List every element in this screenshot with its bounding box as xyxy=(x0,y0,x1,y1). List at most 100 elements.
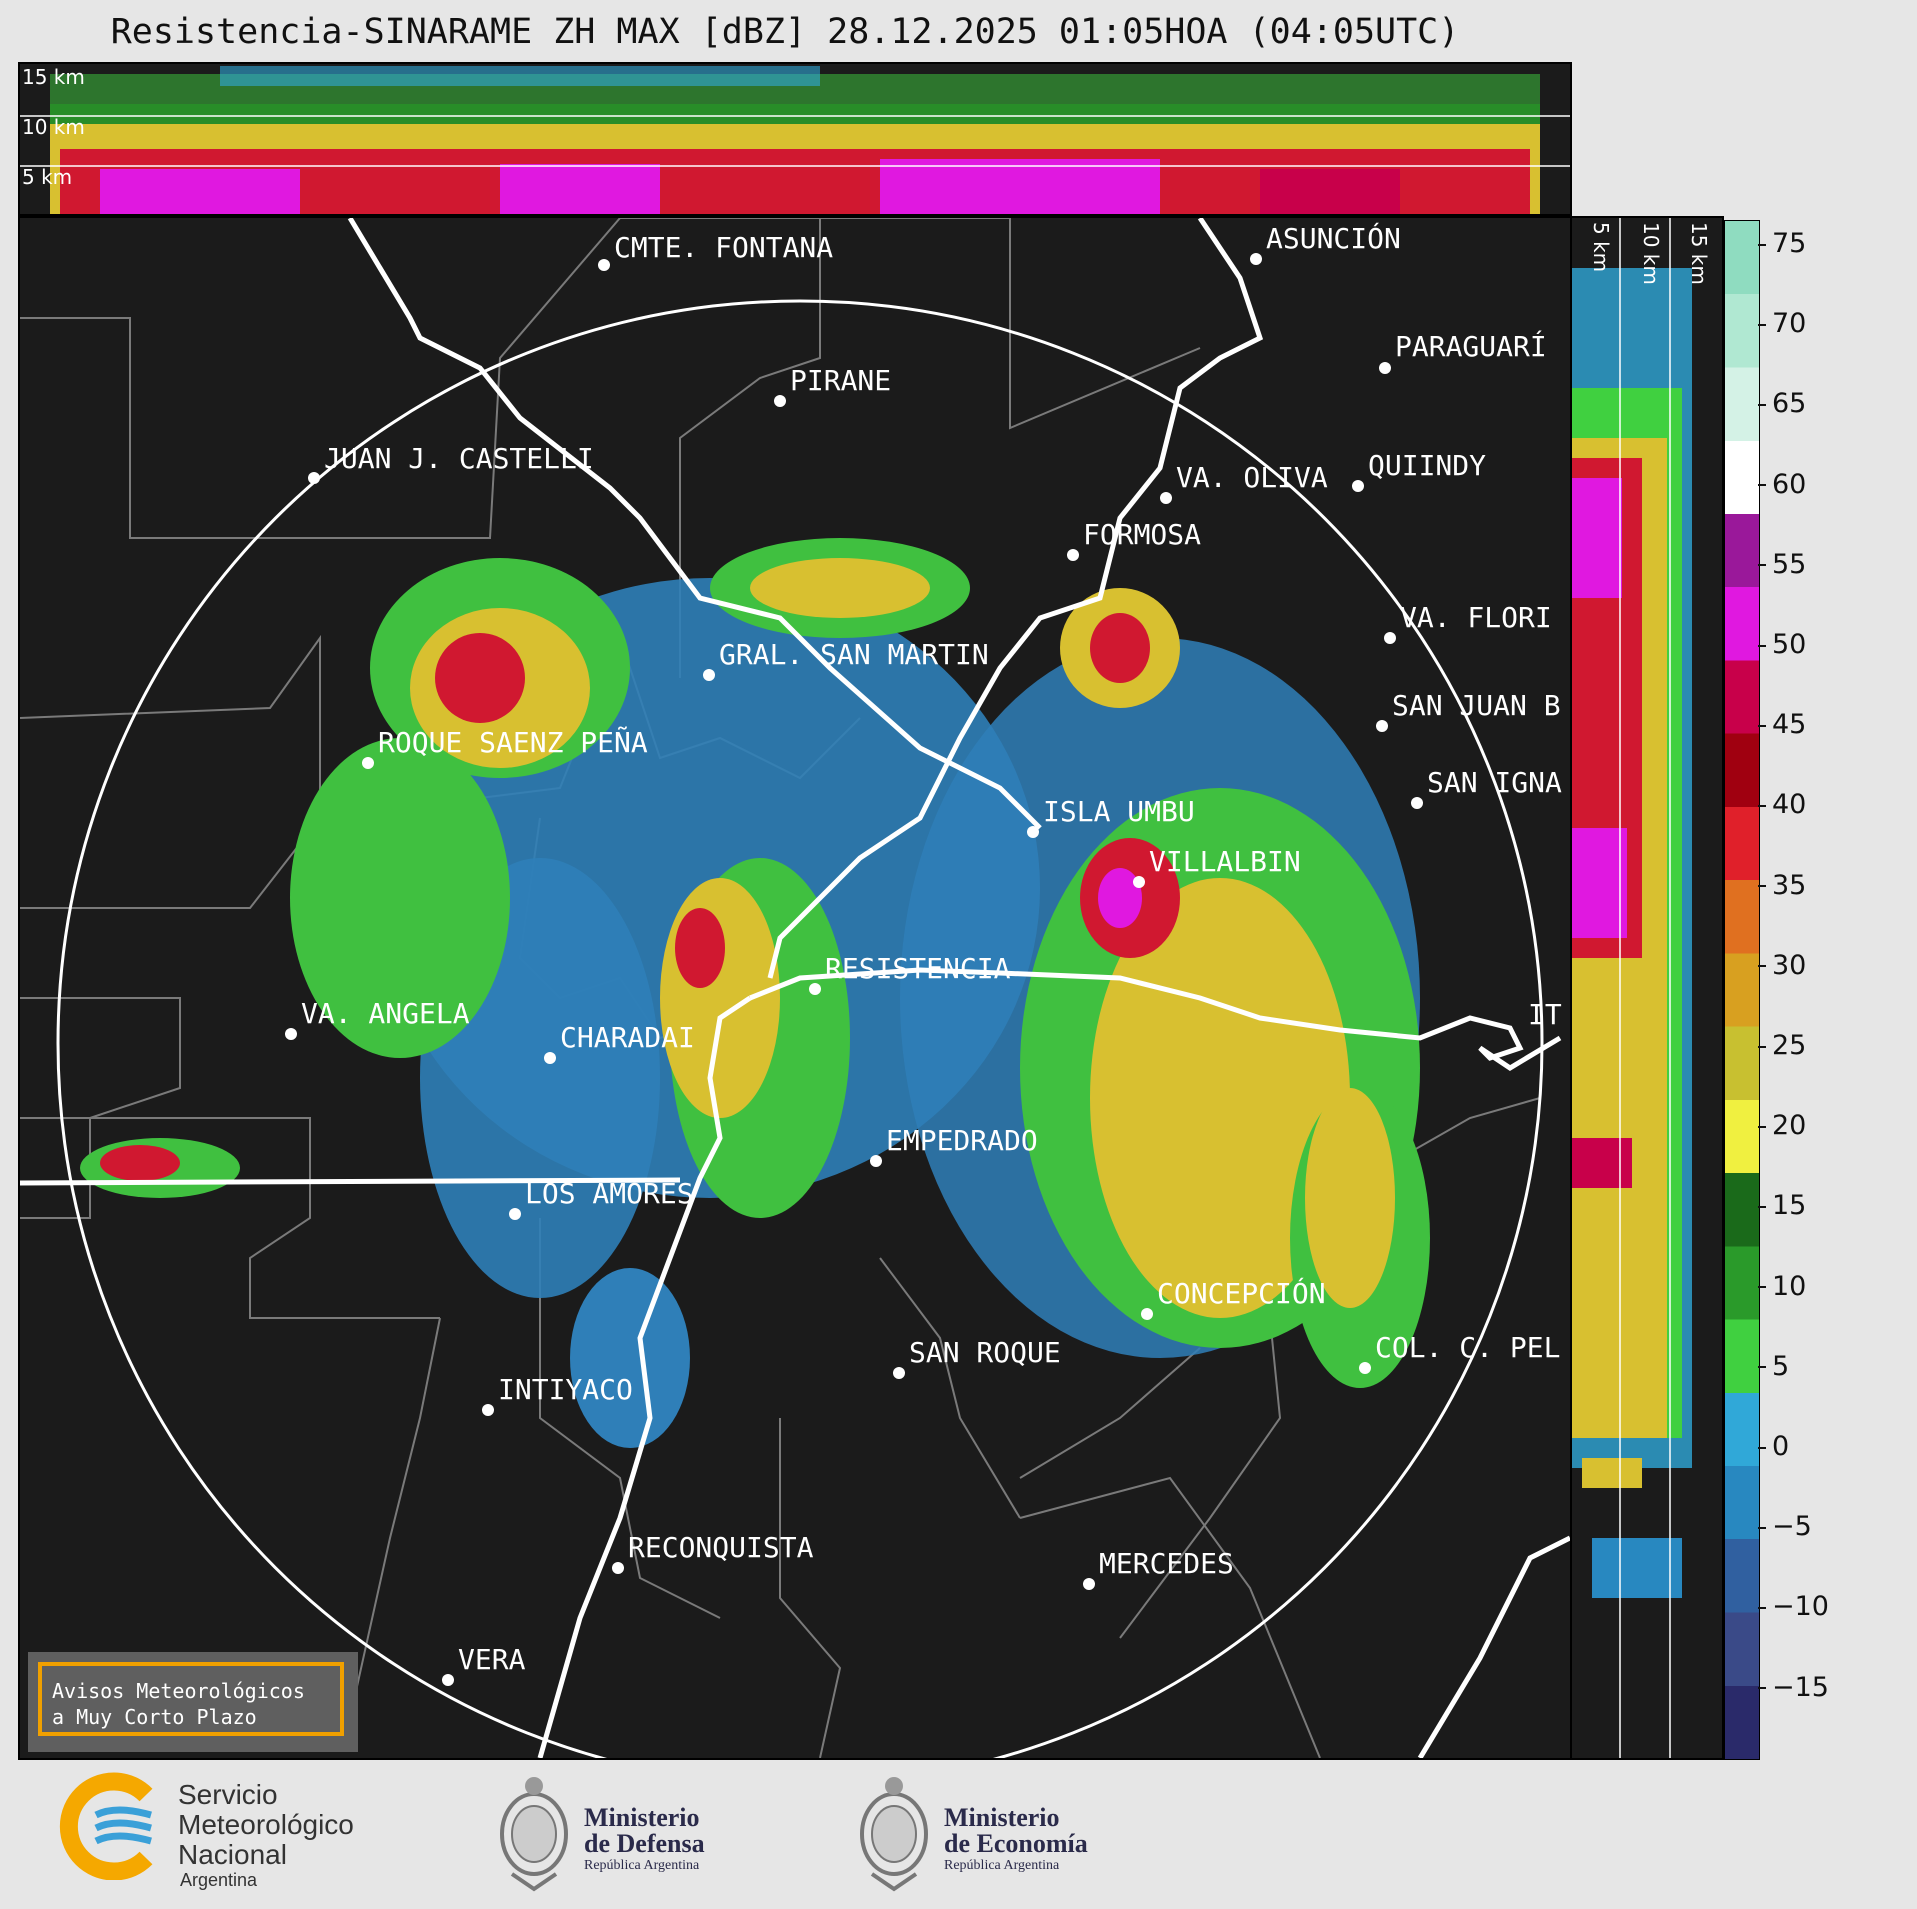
city-label-va-angela: VA. ANGELA xyxy=(301,997,470,1030)
city-label-san-igna: SAN IGNA xyxy=(1427,766,1562,799)
city-dot-san-juan-b xyxy=(1376,720,1388,732)
height-label-5km: 5 km xyxy=(22,165,72,189)
colorbar-tick-label: 5 xyxy=(1757,1351,1789,1382)
smn-logo-icon xyxy=(56,1770,166,1880)
colorbar-tick-label: 40 xyxy=(1757,789,1806,820)
city-dot-pirane xyxy=(774,395,786,407)
smn-line-3: Nacional xyxy=(178,1839,287,1870)
city-dot-los-amores xyxy=(509,1208,521,1220)
city-dot-quiindy xyxy=(1352,480,1364,492)
city-label-san-roque: SAN ROQUE xyxy=(909,1336,1061,1369)
city-label-va-oliva: VA. OLIVA xyxy=(1176,461,1328,494)
city-label-reconquista: RECONQUISTA xyxy=(628,1531,814,1564)
colorbar-tick-label: 35 xyxy=(1757,870,1806,901)
defensa-seal-icon xyxy=(494,1774,574,1894)
side-height-label-15km: 15 km xyxy=(1687,222,1711,285)
notice-frame: Avisos Meteorológicos a Muy Corto Plazo xyxy=(38,1662,344,1736)
city-label-it: IT xyxy=(1528,998,1562,1031)
side-echo-band xyxy=(1572,268,1692,1598)
city-dot-gral-san-martin xyxy=(703,669,715,681)
radar-map: CMTE. FONTANA ASUNCIÓN PARAGUARÍ PIRANE … xyxy=(18,216,1572,1760)
city-dot-va-flori xyxy=(1384,632,1396,644)
city-label-villalbin: VILLALBIN xyxy=(1149,845,1301,878)
colorbar-tick-label: 55 xyxy=(1757,549,1806,580)
city-dot-mercedes xyxy=(1083,1578,1095,1590)
top-echo-band xyxy=(50,66,1540,214)
city-label-intiyaco: INTIYACO xyxy=(498,1373,633,1406)
rivers xyxy=(20,218,1570,1758)
range-ring xyxy=(56,299,1544,1758)
colorbar-tick-label: −5 xyxy=(1758,1511,1812,1542)
colorbar-tick-label: 65 xyxy=(1757,388,1806,419)
city-dot-paraguari xyxy=(1379,362,1391,374)
colorbar-tick-label: 25 xyxy=(1757,1030,1806,1061)
city-label-concepcion: CONCEPCIÓN xyxy=(1157,1276,1326,1310)
colorbar-tick-label: 0 xyxy=(1757,1431,1789,1462)
colorbar-tick-label: 75 xyxy=(1757,228,1806,259)
colorbar-tick-label: 20 xyxy=(1757,1110,1806,1141)
smn-line-4: Argentina xyxy=(180,1870,258,1890)
side-height-label-10km: 10 km xyxy=(1639,222,1663,285)
defensa-line-1: Ministerio xyxy=(584,1803,700,1832)
city-label-los-amores: LOS AMORES xyxy=(525,1177,694,1210)
colorbar-tick-label: 15 xyxy=(1757,1190,1806,1221)
colorbar-tick-label: −10 xyxy=(1758,1591,1829,1622)
city-label-cmte-fontana: CMTE. FONTANA xyxy=(614,231,833,264)
colorbar-tick-label: 50 xyxy=(1757,629,1806,660)
city-dot-col-c-pel xyxy=(1359,1362,1371,1374)
colorbar-tick-label: 10 xyxy=(1757,1271,1806,1302)
city-label-san-juan-b: SAN JUAN B xyxy=(1392,689,1561,722)
city-label-col-c-pel: COL. C. PEL xyxy=(1375,1331,1560,1364)
city-label-roque-saenz-pena: ROQUE SAENZ PEÑA xyxy=(378,725,648,759)
city-label-charadai: CHARADAI xyxy=(560,1021,695,1054)
city-label-formosa: FORMOSA xyxy=(1083,518,1201,551)
city-label-juan-j-castelli: JUAN J. CASTELLI xyxy=(324,442,594,475)
height-label-10km: 10 km xyxy=(22,115,85,139)
city-dot-isla-umbu xyxy=(1027,826,1039,838)
city-dot-cmte-fontana xyxy=(598,259,610,271)
city-dot-va-oliva xyxy=(1160,492,1172,504)
city-label-va-flori: VA. FLORI xyxy=(1400,601,1552,634)
city-label-vera: VERA xyxy=(458,1643,526,1676)
notice-box[interactable]: Avisos Meteorológicos a Muy Corto Plazo xyxy=(28,1652,358,1752)
defensa-line-2: de Defensa xyxy=(584,1829,705,1858)
city-dot-empedrado xyxy=(870,1155,882,1167)
top-height-profile: 15 km 10 km 5 km xyxy=(18,62,1572,216)
city-label-mercedes: MERCEDES xyxy=(1099,1547,1234,1580)
smn-line-1: Servicio xyxy=(178,1779,278,1810)
city-label-asuncion: ASUNCIÓN xyxy=(1266,221,1401,255)
dbz-colorbar xyxy=(1724,220,1760,1760)
colorbar-tick-label: 45 xyxy=(1757,709,1806,740)
city-label-quiindy: QUIINDY xyxy=(1368,449,1486,482)
notice-line-2: a Muy Corto Plazo xyxy=(52,1705,257,1729)
city-dot-resistencia xyxy=(809,983,821,995)
side-height-label-5km: 5 km xyxy=(1589,222,1613,272)
economia-line-1: Ministerio xyxy=(944,1803,1060,1832)
city-label-gral-san-martin: GRAL. SAN MARTIN xyxy=(719,638,989,671)
city-label-empedrado: EMPEDRADO xyxy=(886,1124,1038,1157)
city-label-isla-umbu: ISLA UMBU xyxy=(1043,795,1195,828)
city-dot-villalbin xyxy=(1133,876,1145,888)
height-label-15km: 15 km xyxy=(22,65,85,89)
economia-line-3: República Argentina xyxy=(944,1858,1060,1873)
city-dot-concepcion xyxy=(1141,1308,1153,1320)
economia-line-2: de Economía xyxy=(944,1829,1088,1858)
colorbar-tick-label: 30 xyxy=(1757,950,1806,981)
colorbar-tick-label: 70 xyxy=(1757,308,1806,339)
radar-echoes xyxy=(80,538,1430,1448)
smn-logo-text: Servicio Meteorológico Nacional Argentin… xyxy=(178,1779,354,1891)
city-dot-san-igna xyxy=(1411,797,1423,809)
colorbar-tick-label: 60 xyxy=(1757,469,1806,500)
smn-line-2: Meteorológico xyxy=(178,1809,354,1840)
city-label-pirane: PIRANE xyxy=(790,364,891,397)
notice-line-1: Avisos Meteorológicos xyxy=(52,1679,305,1703)
city-dot-roque-saenz-pena xyxy=(362,757,374,769)
map-title: Resistencia-SINARAME ZH MAX [dBZ] 28.12.… xyxy=(110,12,1460,52)
city-dot-asuncion xyxy=(1250,253,1262,265)
city-dot-san-roque xyxy=(893,1367,905,1379)
city-dot-reconquista xyxy=(612,1562,624,1574)
defensa-logo-text: Ministerio de Defensa República Argentin… xyxy=(584,1805,705,1875)
city-dot-intiyaco xyxy=(482,1404,494,1416)
city-markers: CMTE. FONTANA ASUNCIÓN PARAGUARÍ PIRANE … xyxy=(285,221,1562,1686)
city-label-paraguari: PARAGUARÍ xyxy=(1395,329,1547,363)
